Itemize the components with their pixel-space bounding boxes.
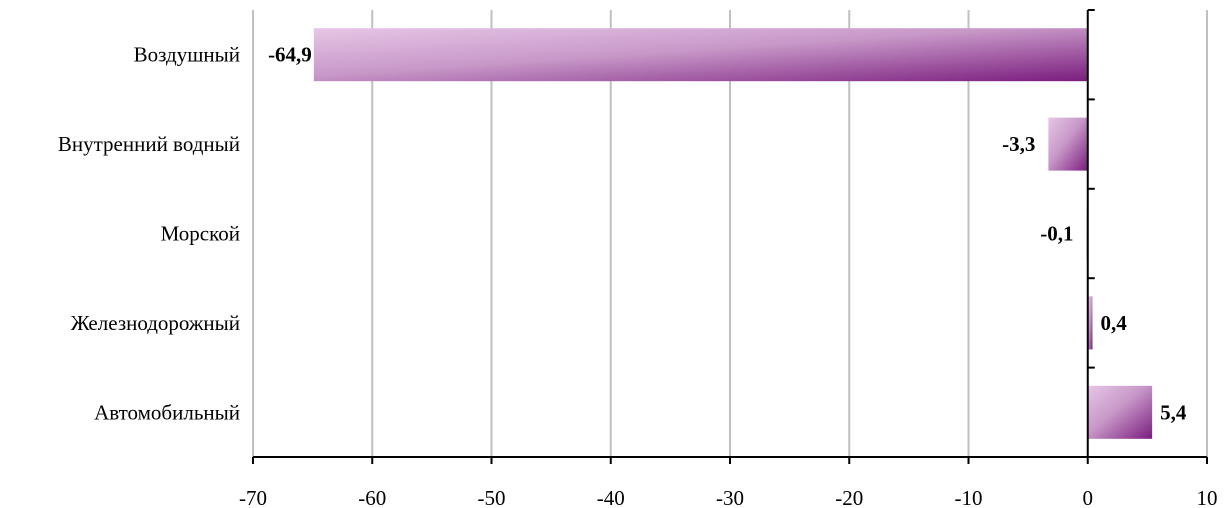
bar bbox=[1048, 117, 1088, 171]
data-label: -3,3 bbox=[1002, 132, 1035, 156]
category-label: Внутренний водный bbox=[58, 132, 240, 156]
data-label: -0,1 bbox=[1040, 222, 1073, 246]
bar bbox=[313, 28, 1088, 82]
x-tick-label: -10 bbox=[955, 486, 983, 508]
axes bbox=[252, 9, 1208, 464]
x-tick-label: 0 bbox=[1083, 486, 1094, 508]
category-label: Морской bbox=[161, 222, 240, 246]
x-tick-label: -60 bbox=[358, 486, 386, 508]
labels: Воздушный -64,9 Внутренний водный -3,3 Морск… bbox=[58, 43, 1218, 508]
data-label: 5,4 bbox=[1160, 400, 1187, 424]
x-tick-label: -40 bbox=[597, 486, 625, 508]
gridlines bbox=[252, 10, 1208, 457]
bar bbox=[1087, 296, 1093, 350]
x-tick-label: 10 bbox=[1197, 486, 1218, 508]
category-label: Железнодорожный bbox=[71, 311, 240, 335]
category-label: Автомобильный bbox=[94, 400, 240, 424]
data-label: 0,4 bbox=[1101, 311, 1128, 335]
data-label: -64,9 bbox=[268, 43, 312, 67]
x-tick-label: -30 bbox=[716, 486, 744, 508]
x-tick-label: -50 bbox=[478, 486, 506, 508]
category-label: Воздушный bbox=[134, 43, 240, 67]
bar bbox=[1087, 385, 1153, 439]
x-tick-label: -20 bbox=[835, 486, 863, 508]
bars bbox=[313, 28, 1153, 439]
x-tick-label: -70 bbox=[239, 486, 267, 508]
